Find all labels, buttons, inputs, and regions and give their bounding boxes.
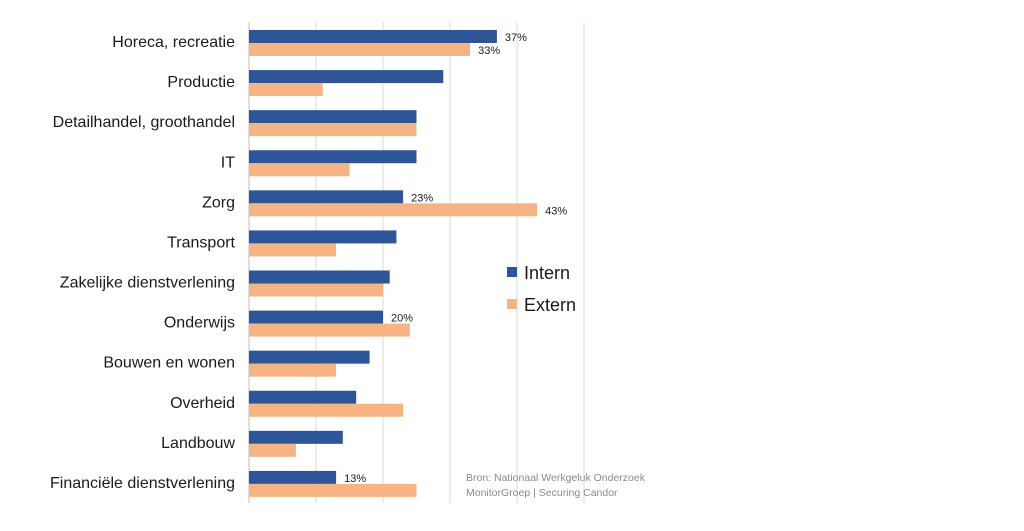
bar-intern-financiele-dienstverlening (249, 470, 337, 484)
bar-extern-bouwen-en-wonen (249, 363, 337, 377)
bar-intern-horeca-recreatie (249, 30, 497, 43)
data-label-extern-zorg: 43% (545, 205, 567, 217)
bar-intern-bouwen-en-wonen (249, 350, 370, 364)
bar-extern-landbouw (249, 443, 296, 457)
category-label-transport: Transport (167, 234, 235, 251)
bar-intern-overheid (249, 390, 357, 404)
data-label-extern-horeca-recreatie: 33% (478, 45, 500, 57)
bar-intern-onderwijs (249, 310, 383, 324)
bar-extern-horeca-recreatie (249, 43, 471, 56)
bar-extern-detailhandel-groothandel (249, 123, 417, 137)
gridlines (248, 22, 585, 503)
legend-label-extern: Extern (524, 295, 576, 315)
bar-intern-zakelijke-dienstverlening (249, 270, 390, 284)
bar-extern-zakelijke-dienstverlening (249, 283, 383, 297)
bar-intern-detailhandel-groothandel (249, 110, 417, 124)
category-labels: Horeca, recreatie Productie Detailhandel, … (50, 34, 236, 492)
source-line-2: MonitorGroep | Securing Candor (466, 487, 618, 499)
bar-extern-zorg (249, 203, 538, 217)
source-line-1: Bron: Nationaal Werkgeluk Onderzoek (466, 472, 646, 484)
bar-extern-onderwijs (249, 323, 410, 337)
value-labels: 37% 33% 23% 43% 20% 13% (344, 32, 567, 485)
category-label-financiele-dienstverlening: Financiële dienstverlening (50, 475, 235, 492)
bar-extern-overheid (249, 403, 404, 417)
legend-swatch-extern (507, 299, 517, 309)
legend-label-intern: Intern (524, 263, 570, 283)
bar-extern-financiele-dienstverlening (249, 483, 417, 497)
bar-extern-productie (249, 83, 323, 97)
category-label-bouwen-en-wonen: Bouwen en wonen (103, 355, 235, 372)
data-label-intern-onderwijs: 20% (391, 313, 413, 325)
bar-intern-zorg (249, 190, 404, 204)
data-label-intern-horeca-recreatie: 37% (505, 32, 527, 44)
category-label-landbouw: Landbouw (161, 435, 235, 452)
category-label-onderwijs: Onderwijs (164, 315, 235, 332)
bars (249, 30, 538, 497)
category-label-zorg: Zorg (202, 194, 235, 211)
category-label-horeca-recreatie: Horeca, recreatie (112, 34, 235, 51)
category-label-overheid: Overheid (170, 395, 235, 412)
bar-intern-transport (249, 230, 397, 244)
legend: Intern Extern (507, 263, 576, 315)
category-label-productie: Productie (167, 74, 235, 91)
bar-intern-it (249, 150, 417, 164)
source-note: Bron: Nationaal Werkgeluk Onderzoek Moni… (466, 472, 646, 499)
category-label-zakelijke-dienstverlening: Zakelijke dienstverlening (60, 275, 235, 292)
category-label-it: IT (221, 154, 235, 171)
bar-intern-landbouw (249, 430, 343, 444)
bar-extern-it (249, 163, 350, 177)
bar-intern-productie (249, 70, 444, 84)
legend-swatch-intern (507, 267, 517, 277)
data-label-intern-financiele-dienstverlening: 13% (344, 473, 366, 485)
bar-extern-transport (249, 243, 337, 257)
category-label-detailhandel-groothandel: Detailhandel, groothandel (53, 114, 235, 131)
data-label-intern-zorg: 23% (411, 192, 433, 204)
